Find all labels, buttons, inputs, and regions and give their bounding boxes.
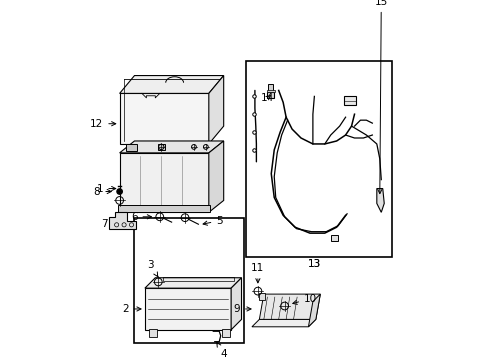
Polygon shape: [144, 278, 241, 288]
Polygon shape: [120, 76, 223, 93]
Polygon shape: [208, 141, 223, 212]
Polygon shape: [376, 189, 384, 212]
Polygon shape: [308, 294, 320, 327]
Bar: [266, 92, 274, 98]
Bar: [268, 85, 272, 91]
Text: 12: 12: [90, 119, 116, 129]
Bar: [144, 288, 231, 330]
Text: 10: 10: [292, 293, 316, 304]
Text: 7: 7: [101, 219, 107, 229]
Text: 3: 3: [147, 260, 158, 276]
Text: 1: 1: [97, 184, 116, 194]
Bar: [266, 90, 274, 92]
Text: 4: 4: [216, 343, 227, 359]
Text: 13: 13: [307, 259, 320, 269]
Bar: [245, 61, 391, 257]
Bar: [344, 96, 355, 105]
Bar: [118, 205, 210, 212]
Text: 13: 13: [307, 259, 320, 269]
Circle shape: [117, 189, 122, 194]
Polygon shape: [251, 319, 315, 327]
Polygon shape: [120, 141, 223, 153]
Bar: [134, 218, 244, 343]
Bar: [259, 293, 265, 300]
Bar: [222, 329, 229, 337]
Bar: [163, 277, 234, 281]
Polygon shape: [231, 278, 241, 330]
Text: 15: 15: [374, 0, 387, 194]
Bar: [120, 93, 208, 144]
Text: 2: 2: [122, 304, 141, 314]
Text: 5: 5: [203, 216, 223, 226]
Bar: [126, 144, 137, 152]
Bar: [120, 153, 208, 212]
Text: 9: 9: [233, 304, 250, 314]
Bar: [330, 235, 338, 240]
Text: 11: 11: [251, 263, 264, 283]
Polygon shape: [109, 212, 136, 229]
Polygon shape: [259, 294, 320, 319]
Bar: [149, 329, 157, 337]
Polygon shape: [208, 76, 223, 144]
Bar: [157, 144, 164, 150]
Text: 8: 8: [94, 186, 111, 197]
Text: 6: 6: [131, 212, 151, 222]
Text: 14: 14: [261, 93, 274, 103]
